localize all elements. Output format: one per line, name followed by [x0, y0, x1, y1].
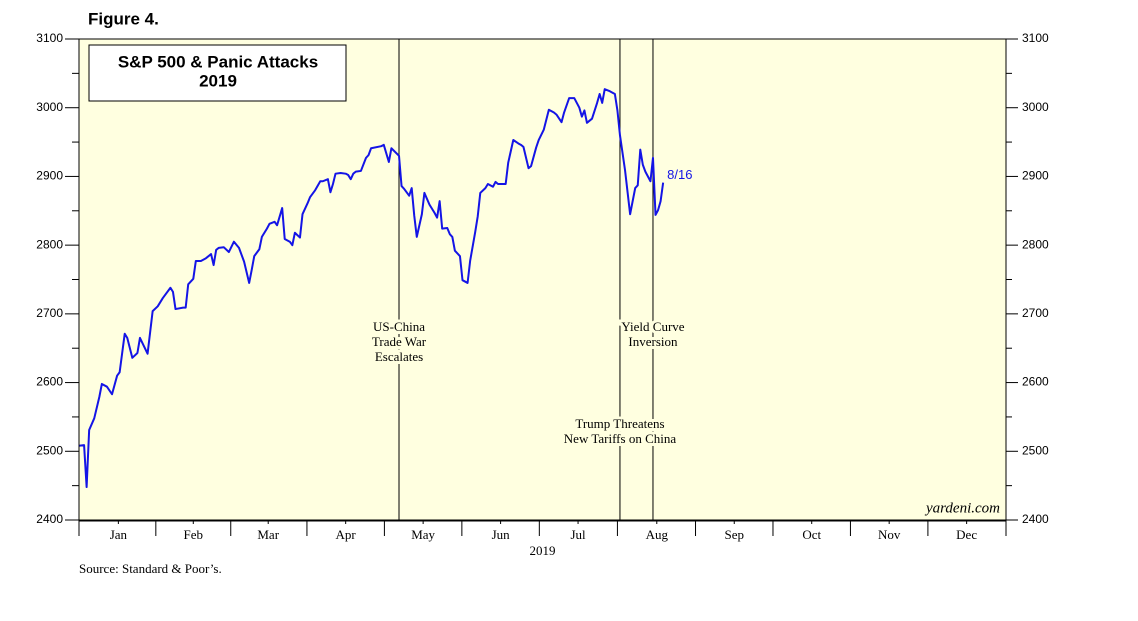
y-tick-label: 3000 [36, 100, 63, 114]
x-axis-label: 2019 [530, 543, 556, 558]
event-label: US-China [373, 319, 425, 334]
y-tick-label: 3100 [36, 31, 63, 45]
x-tick-label: Mar [257, 527, 279, 542]
y2-tick-label: 3000 [1022, 100, 1049, 114]
sp500-line [78, 88, 665, 489]
chart-title: S&P 500 & Panic Attacks [118, 52, 318, 71]
x-tick-label: Jul [570, 527, 586, 542]
watermark: yardeni.com [924, 500, 1000, 516]
plot-area [79, 39, 1006, 520]
plot-frame [78, 38, 1007, 521]
y2-tick-label: 3100 [1022, 31, 1049, 45]
x-tick-label: Jan [110, 527, 128, 542]
event-label: New Tariffs on China [564, 431, 677, 446]
y2-tick-label: 2900 [1022, 169, 1049, 183]
y2-tick-label: 2500 [1022, 443, 1049, 457]
figure-label: Figure 4. [88, 9, 159, 28]
y-tick-label: 2800 [36, 237, 63, 251]
x-tick-label: Nov [878, 527, 901, 542]
x-tick-label: Dec [956, 527, 977, 542]
y-tick-label: 2400 [36, 512, 63, 526]
y2-tick-label: 2400 [1022, 512, 1049, 526]
y-tick-label: 2700 [36, 306, 63, 320]
x-tick-label: Aug [646, 527, 669, 542]
source-note: Source: Standard & Poor’s. [79, 561, 222, 576]
x-tick-label: Apr [336, 527, 357, 542]
chart-title: 2019 [199, 71, 237, 90]
event-label: Inversion [628, 334, 678, 349]
event-label: Yield Curve [621, 319, 684, 334]
x-tick-label: Sep [724, 527, 744, 542]
x-tick-label: May [411, 527, 435, 542]
x-tick-label: Jun [492, 527, 511, 542]
event-label: Escalates [375, 349, 423, 364]
event-label: Trade War [372, 334, 427, 349]
end-label: 8/16 [667, 167, 692, 182]
title-box [88, 44, 347, 102]
y2-tick-label: 2700 [1022, 306, 1049, 320]
x-tick-label: Feb [184, 527, 204, 542]
y2-tick-label: 2800 [1022, 237, 1049, 251]
y-tick-label: 2900 [36, 169, 63, 183]
y2-tick-label: 2600 [1022, 375, 1049, 389]
event-label: Trump Threatens [575, 416, 664, 431]
y-tick-label: 2600 [36, 375, 63, 389]
y-tick-label: 2500 [36, 443, 63, 457]
x-tick-label: Oct [802, 527, 821, 542]
